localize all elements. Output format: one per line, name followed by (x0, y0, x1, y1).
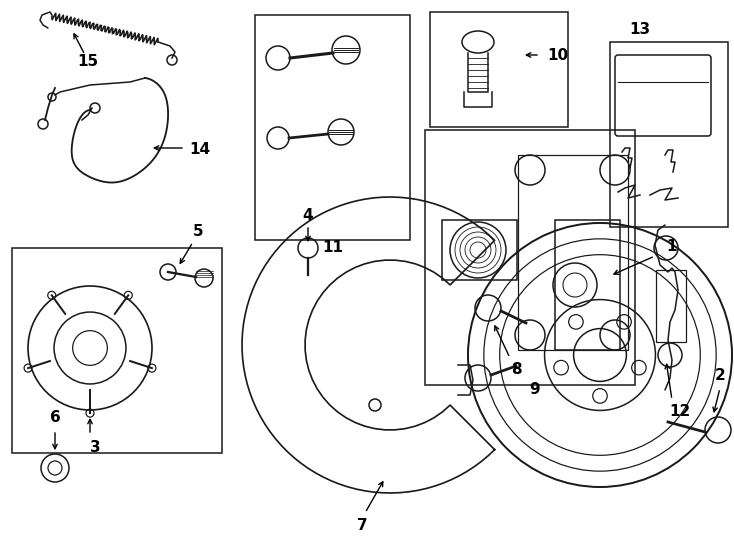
Text: 3: 3 (90, 441, 101, 456)
Bar (12, 248, 222, 453)
Bar (442, 220, 517, 280)
Text: 1: 1 (666, 239, 677, 254)
Text: 11: 11 (322, 240, 344, 255)
Text: 2: 2 (715, 368, 725, 382)
Text: 6: 6 (50, 410, 60, 426)
Text: 14: 14 (189, 143, 211, 158)
Text: 4: 4 (302, 207, 313, 222)
Text: 5: 5 (193, 225, 203, 240)
Text: 8: 8 (511, 362, 521, 377)
Bar (518, 155, 628, 350)
Text: 12: 12 (669, 404, 691, 420)
Text: 13: 13 (630, 23, 650, 37)
Bar (610, 42, 728, 227)
Text: 9: 9 (530, 382, 540, 397)
Bar (555, 220, 620, 350)
Bar (255, 15, 410, 240)
Bar (425, 130, 635, 385)
Bar (430, 12, 568, 127)
Text: 10: 10 (548, 48, 569, 63)
Text: 15: 15 (78, 55, 98, 70)
Text: 7: 7 (357, 517, 367, 532)
Bar (656, 270, 686, 342)
